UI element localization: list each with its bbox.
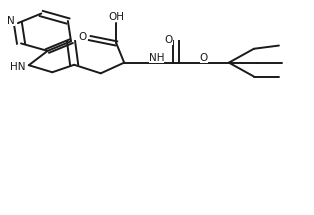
Text: HN: HN — [10, 62, 26, 72]
Text: OH: OH — [108, 12, 124, 22]
Text: O: O — [79, 32, 87, 42]
Text: NH: NH — [149, 53, 164, 63]
Text: O: O — [200, 53, 208, 63]
Text: N: N — [7, 15, 15, 26]
Text: O: O — [165, 35, 173, 45]
